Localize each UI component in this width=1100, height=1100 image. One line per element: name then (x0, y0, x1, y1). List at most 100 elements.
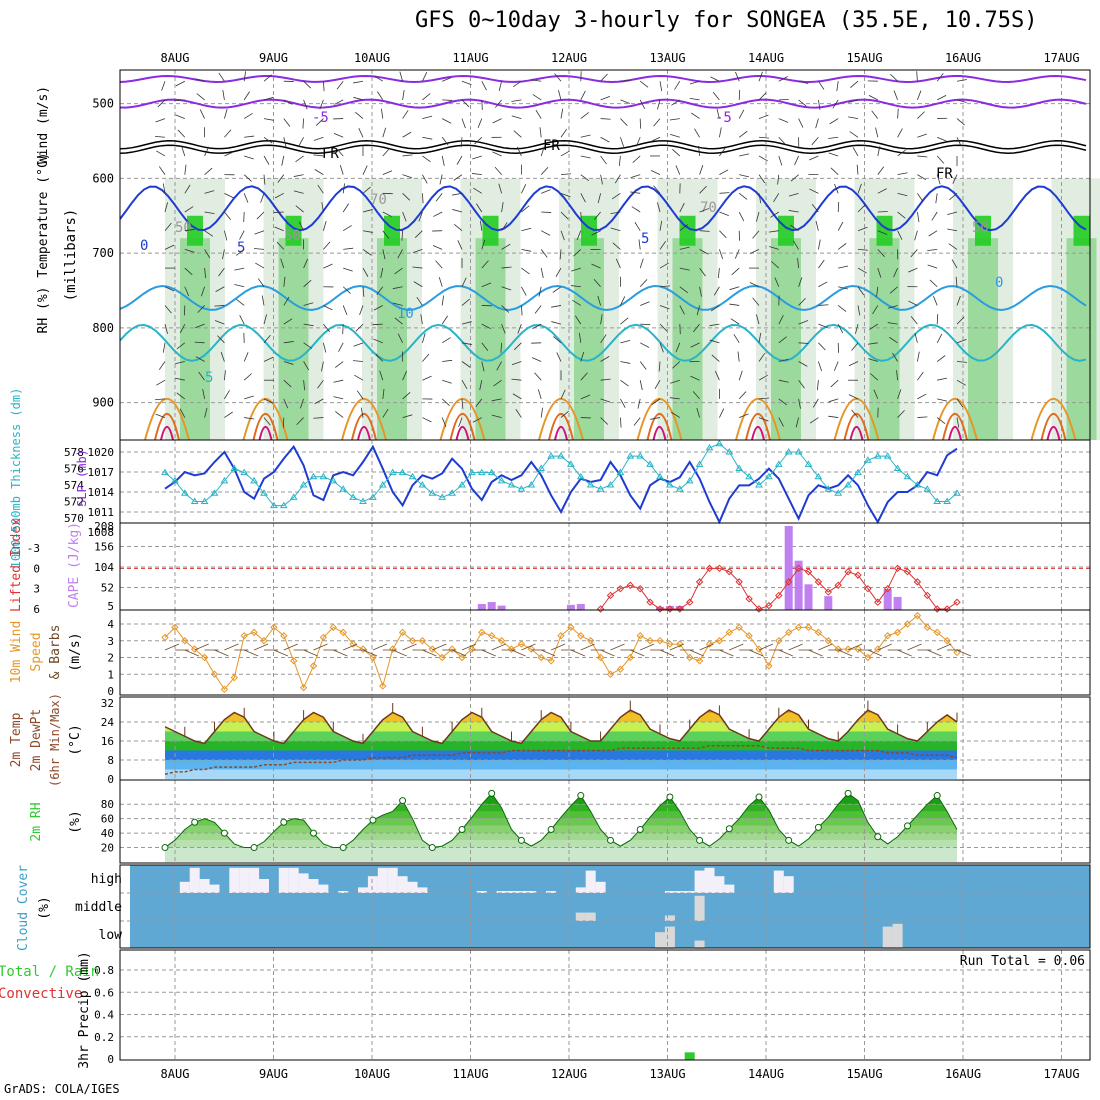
high-cloud-bar (249, 867, 260, 893)
wind-barb (640, 301, 650, 306)
wind-barb (679, 224, 688, 232)
wind-barb (432, 245, 443, 250)
cape-tick-label: 52 (101, 581, 114, 594)
wind-barb (956, 316, 965, 325)
wind-barb (491, 643, 506, 651)
wind-barb (659, 220, 663, 231)
wind-barb (719, 147, 726, 157)
thickness-marker (438, 493, 447, 500)
wind-barb (303, 302, 314, 306)
wind-barb (521, 184, 527, 194)
thickness-marker (557, 452, 565, 459)
wind-barb (778, 336, 787, 344)
wind-barb (696, 407, 700, 418)
wind-barb (402, 110, 409, 119)
wind-barb (778, 417, 784, 427)
rh-shade (771, 238, 801, 440)
wind-barb (492, 118, 502, 124)
wind-barb (579, 332, 582, 343)
wind-barb (156, 379, 166, 386)
wind-barb (635, 137, 641, 147)
wind-barb (669, 643, 685, 651)
contour-label: 5 (237, 240, 245, 256)
wind-speed-marker (725, 628, 734, 637)
cape-bar (675, 606, 684, 610)
wind-barb (541, 211, 552, 213)
cape-tick-label: 156 (94, 540, 114, 553)
wind-barb (758, 114, 769, 119)
wind-speed-marker (596, 653, 605, 662)
wind-barb (362, 286, 365, 297)
wind-barb (422, 375, 432, 381)
thickness-marker (497, 476, 506, 484)
wind-barb (420, 314, 423, 325)
wind-barb (638, 239, 641, 250)
wind-barb (353, 80, 364, 84)
high-cloud-bar (546, 891, 557, 893)
thickness-marker (250, 476, 258, 484)
thickness-marker (824, 485, 833, 492)
wind-barb (951, 259, 958, 269)
thickness-marker (190, 497, 199, 504)
wind-barb (710, 305, 720, 312)
slp-tick-label: 1014 (88, 486, 115, 499)
temp-tick-label: 0 (107, 773, 114, 786)
wind-barb (194, 78, 205, 82)
wind-barb (709, 339, 720, 344)
wind-barb (738, 211, 745, 222)
wind-barb (618, 155, 621, 166)
wind-speed-marker (883, 632, 892, 640)
wind-barb (778, 155, 783, 166)
high-cloud-bar (526, 891, 537, 893)
wind-speed-marker (359, 645, 367, 653)
wind-barb (303, 649, 318, 657)
contour-label: FR (322, 146, 339, 162)
rh-band (165, 818, 957, 826)
rh-tick-label: 40 (101, 827, 114, 840)
wind-barb (611, 193, 621, 200)
wind-barb (263, 155, 270, 165)
wind-barb (717, 268, 720, 279)
pressure-tick-label: 800 (92, 321, 114, 335)
wind-barb (830, 167, 839, 175)
wind-barb (179, 408, 186, 418)
wind-barb (576, 230, 582, 241)
wind-speed-marker (240, 632, 248, 640)
wind-barb (709, 323, 720, 327)
date-tick-label: 12AUG (551, 51, 587, 65)
thickness-marker (606, 481, 615, 488)
wind-barb (897, 128, 903, 138)
wind-barb (334, 361, 344, 368)
li-marker (725, 568, 734, 576)
wind-barb (580, 372, 588, 381)
wind-barb (214, 320, 225, 325)
wind-barb (956, 137, 962, 147)
thickness-marker (339, 485, 348, 492)
wind-barb (738, 89, 741, 100)
wind-barb (935, 193, 938, 204)
wind-panel: 4 3 2 1 0 10m Wind Speed & Barbs (m/s) (9, 609, 1091, 698)
wind-barb (401, 230, 403, 241)
rh-shade (285, 215, 302, 246)
wind-barb (620, 317, 629, 325)
rh-shade (120, 70, 1090, 179)
wind-barb (540, 267, 544, 278)
wind-tick-label: 1 (107, 668, 114, 681)
wind-barb (198, 371, 205, 381)
thickness-marker (359, 497, 367, 504)
cloud-level-label: high (91, 872, 122, 887)
wind-barb (283, 318, 293, 325)
wind-tick-label: 3 (107, 635, 114, 648)
cape-li-panel: -3 0 3 6 208 156 104 52 5 Lifted Index CAPE (J/kg) (9, 518, 1091, 616)
wind-barb (634, 222, 641, 231)
wind-barb (758, 136, 769, 139)
wind-barb (659, 342, 664, 353)
high-cloud-bar (704, 867, 715, 893)
wind-barb (323, 323, 331, 333)
wind-barb (857, 226, 868, 232)
wind-barb (829, 118, 839, 125)
wind-barb (716, 108, 720, 119)
wind-barb (719, 169, 729, 175)
rh-shade (968, 238, 998, 440)
high-cloud-bar (783, 876, 794, 893)
